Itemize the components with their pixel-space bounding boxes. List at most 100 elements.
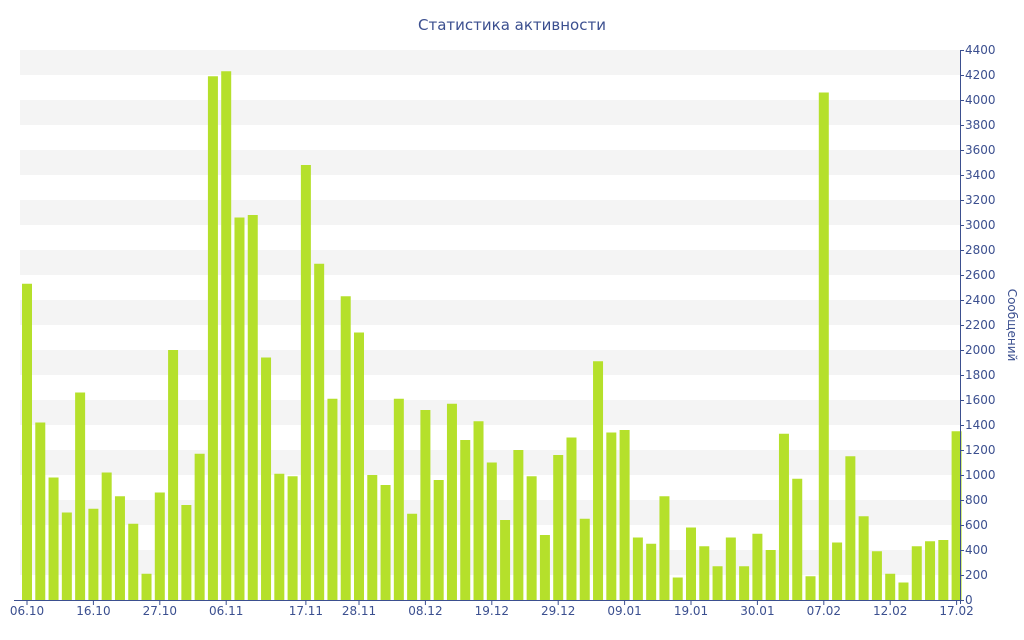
bar [22, 283, 32, 600]
bar [925, 541, 936, 600]
bar [646, 543, 657, 600]
y-tick-label: 1200 [965, 443, 996, 457]
bar [207, 76, 218, 600]
y-tick-label: 2400 [965, 293, 996, 307]
bar [181, 505, 192, 600]
bar [354, 332, 364, 600]
bar [367, 475, 378, 600]
bar [632, 537, 643, 600]
x-tick-label: 17.11 [289, 604, 323, 618]
bar [792, 478, 803, 600]
x-tick-label: 19.01 [674, 604, 708, 618]
grid-band [20, 250, 960, 275]
bar [380, 485, 391, 600]
bar [61, 512, 72, 600]
bar [35, 422, 46, 600]
bar [433, 480, 444, 600]
x-tick-label: 29.12 [541, 604, 575, 618]
bar [539, 535, 550, 600]
bar [619, 430, 630, 600]
x-tick-label: 27.10 [143, 604, 177, 618]
x-tick-label: 19.12 [475, 604, 509, 618]
bar [606, 432, 617, 600]
bar [686, 527, 696, 600]
bar [672, 577, 683, 600]
y-tick-label: 3800 [965, 118, 996, 132]
y-axis-label: Сообщений [1005, 289, 1019, 362]
grid-band [20, 50, 960, 75]
bar [88, 508, 99, 600]
y-tick-label: 3400 [965, 168, 996, 182]
bar [805, 576, 816, 600]
bar [579, 518, 590, 600]
bar [699, 546, 710, 600]
x-tick-label: 09.01 [607, 604, 641, 618]
bar [938, 540, 949, 600]
bar [446, 403, 457, 600]
bar [765, 550, 776, 600]
chart-title: Статистика активности [418, 16, 606, 34]
bar [101, 472, 112, 600]
bar [845, 456, 856, 600]
bar [818, 92, 829, 600]
bar [566, 437, 577, 600]
y-tick-label: 3200 [965, 193, 996, 207]
bar [114, 496, 125, 600]
bar [659, 496, 670, 600]
axes-group: 0 200 400 600 800 1000 1200 1400 1600 1800 2000 220… [10, 43, 996, 618]
x-tick-label: 06.11 [209, 604, 243, 618]
y-tick-label: 200 [965, 568, 988, 582]
y-tick-label: 3600 [965, 143, 996, 157]
y-tick-label: 4000 [965, 93, 996, 107]
bar [393, 398, 404, 600]
bar [460, 440, 471, 600]
bar [314, 263, 325, 600]
bar [553, 455, 564, 600]
y-tick-label: 400 [965, 543, 988, 557]
y-tick-label: 1000 [965, 468, 996, 482]
y-tick-label: 0 [965, 593, 973, 607]
bar [858, 516, 869, 600]
bar [128, 523, 139, 600]
bar [221, 71, 232, 600]
bar [194, 453, 205, 600]
bar [327, 398, 338, 600]
y-tick-label: 1800 [965, 368, 996, 382]
y-tick-label: 800 [965, 493, 988, 507]
x-tick-label: 08.12 [408, 604, 442, 618]
grid-band [20, 300, 960, 325]
bar [593, 361, 604, 600]
y-tick-label: 2200 [965, 318, 996, 332]
bar [300, 165, 311, 600]
y-tick-label: 3000 [965, 218, 996, 232]
y-tick-label: 4200 [965, 68, 996, 82]
y-tick-label: 2600 [965, 268, 996, 282]
y-tick-label: 4400 [965, 43, 996, 57]
bar [473, 421, 484, 600]
bar [871, 551, 882, 600]
bar [407, 513, 418, 600]
x-tick-label: 07.02 [807, 604, 841, 618]
x-tick-label: 16.10 [76, 604, 110, 618]
bar [234, 217, 245, 600]
y-tick-label: 2800 [965, 243, 996, 257]
bar [247, 215, 258, 600]
bar [340, 296, 351, 600]
x-tick-label: 12.02 [873, 604, 907, 618]
y-tick-label: 1600 [965, 393, 996, 407]
bar [725, 537, 736, 600]
bar [48, 477, 59, 600]
bar [832, 542, 843, 600]
bar [526, 476, 537, 600]
grid-band [20, 200, 960, 225]
bar [75, 392, 86, 600]
bar [168, 350, 179, 600]
grid-band [20, 150, 960, 175]
bar [911, 546, 922, 600]
bar [287, 476, 298, 600]
bar [752, 533, 763, 600]
bar [261, 357, 272, 600]
y-tick-label: 1400 [965, 418, 996, 432]
